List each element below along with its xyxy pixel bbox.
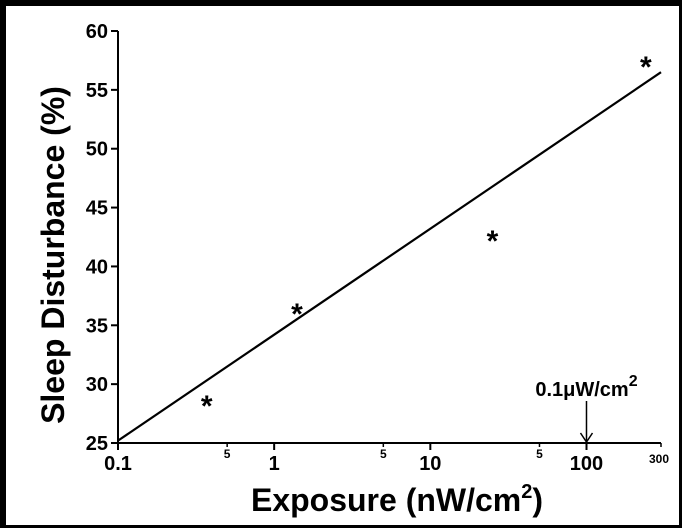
annotation-label: 0.1μW/cm2 <box>535 373 637 401</box>
data-point-star: * <box>640 51 652 84</box>
x-tick-label: 100 <box>570 453 603 475</box>
x-tick-label: 0.1 <box>104 453 132 475</box>
regression-line <box>117 71 662 442</box>
x-axis-title-sup: 2 <box>521 481 532 503</box>
x-minor-tick-label: 300 <box>649 452 669 466</box>
y-tick-label: 40 <box>86 256 108 278</box>
y-tick-label: 55 <box>86 80 108 102</box>
annotation-label-sup: 2 <box>629 373 638 390</box>
x-tick-label: 1 <box>269 453 280 475</box>
x-axis-title-main: Exposure (nW/cm <box>251 482 521 518</box>
y-tick-label: 35 <box>86 315 108 337</box>
x-axis-title: Exposure (nW/cm2) <box>251 481 543 518</box>
data-point-star: * <box>291 298 303 331</box>
annotation-arrow-head <box>579 432 594 444</box>
data-points: * * * * <box>201 51 652 423</box>
data-point-star: * <box>201 390 213 423</box>
y-axis-title: Sleep Disturbance (%) <box>35 86 71 424</box>
x-minor-tick-label: 5 <box>224 447 231 461</box>
data-point-star: * <box>487 225 499 258</box>
x-axis-title-close: ) <box>532 482 543 518</box>
fit-line-group <box>117 71 662 442</box>
y-tick-label: 45 <box>86 198 108 220</box>
y-tick-label: 25 <box>86 433 108 455</box>
annotation-group: 0.1μW/cm2 <box>535 373 638 444</box>
annotation-label-main: 0.1μW/cm <box>535 379 628 401</box>
x-tick-label: 10 <box>419 453 441 475</box>
y-tick-label: 30 <box>86 374 108 396</box>
x-minor-tick-label: 5 <box>380 447 387 461</box>
x-minor-tick-label: 5 <box>536 447 543 461</box>
y-tick-label: 50 <box>86 139 108 161</box>
y-tick-label: 60 <box>86 21 108 43</box>
axes <box>117 31 661 444</box>
